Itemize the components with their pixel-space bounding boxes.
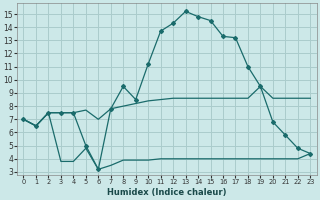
X-axis label: Humidex (Indice chaleur): Humidex (Indice chaleur) xyxy=(107,188,227,197)
